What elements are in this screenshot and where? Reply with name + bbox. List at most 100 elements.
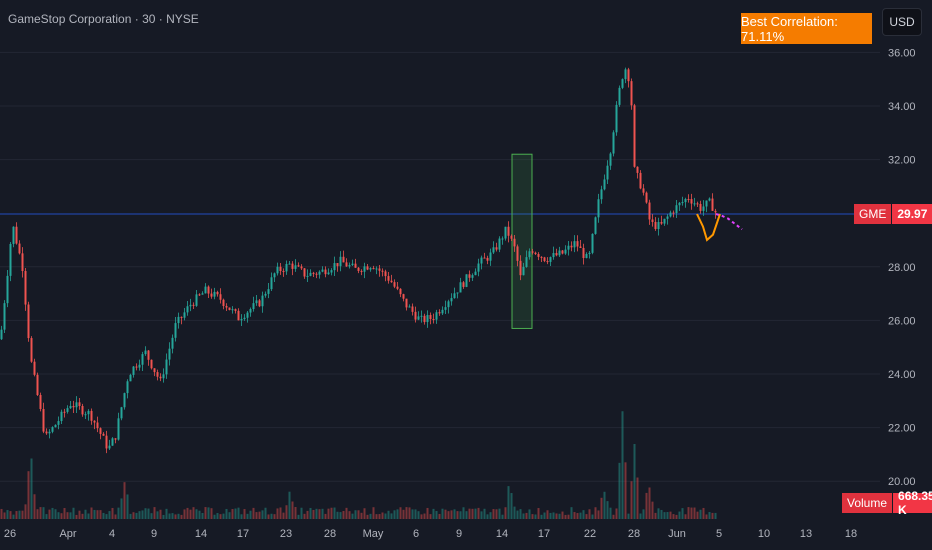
volume-bar xyxy=(303,513,306,519)
candle-body xyxy=(63,411,66,413)
x-tick-label: 26 xyxy=(4,528,16,540)
volume-bar xyxy=(153,507,156,519)
candle-body xyxy=(288,263,291,265)
candle-body xyxy=(57,421,60,425)
candle-body xyxy=(117,418,120,440)
volume-bar xyxy=(411,509,414,519)
volume-bar xyxy=(60,513,63,519)
volume-bar xyxy=(312,509,315,519)
x-tick-label: 10 xyxy=(758,528,770,540)
candle-body xyxy=(273,273,276,278)
volume-bar xyxy=(534,514,537,519)
x-tick-label: Apr xyxy=(59,528,76,540)
candle-body xyxy=(33,361,36,375)
volume-bar xyxy=(666,512,669,519)
candle-body xyxy=(186,306,189,313)
candle-body xyxy=(699,203,702,211)
candle-body xyxy=(387,276,390,281)
candle-body xyxy=(366,266,369,270)
volume-bar xyxy=(315,508,318,519)
volume-bar xyxy=(240,514,243,519)
candle-body xyxy=(24,271,27,305)
volume-bar xyxy=(333,507,336,519)
volume-bar xyxy=(231,509,234,519)
volume-bar xyxy=(363,508,366,519)
candle-body xyxy=(612,132,615,154)
currency-button[interactable]: USD xyxy=(882,8,922,36)
candle-body xyxy=(687,198,690,200)
volume-bar xyxy=(576,513,579,519)
volume-bar xyxy=(72,507,75,519)
candle-body xyxy=(363,266,366,272)
volume-bar xyxy=(612,514,615,519)
volume-bar xyxy=(117,507,120,519)
candle-body xyxy=(609,153,612,166)
volume-bar xyxy=(249,510,252,519)
candle-body xyxy=(561,250,564,254)
candle-body xyxy=(462,282,465,287)
volume-bar xyxy=(54,509,57,519)
volume-bar xyxy=(441,508,444,519)
volume-bar xyxy=(570,507,573,519)
volume-bar xyxy=(135,512,138,519)
candle-body xyxy=(645,192,648,203)
candle-body xyxy=(624,69,627,80)
candle-body xyxy=(654,221,657,230)
volume-bar xyxy=(519,509,522,519)
volume-bar xyxy=(159,509,162,519)
volume-bar xyxy=(144,508,147,519)
candle-body xyxy=(174,323,177,338)
volume-bar xyxy=(552,512,555,519)
last-price-value: 29.97 xyxy=(892,204,932,224)
volume-bar xyxy=(564,514,567,519)
candle-body xyxy=(126,381,129,394)
x-tick-label: 28 xyxy=(324,528,336,540)
candle-body xyxy=(318,271,321,275)
candle-body xyxy=(483,257,486,259)
volume-bar xyxy=(432,508,435,519)
candle-body xyxy=(588,252,591,255)
candle-body xyxy=(42,408,45,432)
candle-body xyxy=(549,257,552,262)
volume-bar xyxy=(300,507,303,519)
volume-bar xyxy=(297,514,300,519)
volume-bar xyxy=(93,509,96,519)
volume-bar xyxy=(330,507,333,519)
candle-body xyxy=(267,289,270,294)
candle-body xyxy=(291,263,294,269)
y-tick-label: 36.00 xyxy=(888,47,916,59)
correlation-badge: Best Correlation: 71.11% xyxy=(741,13,872,44)
volume-bar xyxy=(582,510,585,519)
volume-bar xyxy=(630,481,633,519)
candle-body xyxy=(276,266,279,274)
volume-bar xyxy=(309,507,312,519)
volume-bar xyxy=(285,505,288,519)
candle-body xyxy=(579,246,582,248)
volume-bar xyxy=(402,509,405,519)
volume-bar xyxy=(168,513,171,519)
volume-bar xyxy=(282,512,285,519)
volume-bar xyxy=(636,477,639,519)
volume-bar xyxy=(357,510,360,519)
volume-bar xyxy=(108,511,111,519)
candle-body xyxy=(429,315,432,319)
candle-body xyxy=(306,275,309,277)
volume-bar xyxy=(198,510,201,519)
candle-body xyxy=(456,292,459,294)
volume-bar xyxy=(210,508,213,519)
volume-bar xyxy=(657,508,660,519)
volume-bar xyxy=(573,512,576,519)
volume-bar xyxy=(444,509,447,519)
candle-body xyxy=(459,282,462,293)
volume-bar xyxy=(264,507,267,519)
volume-bar xyxy=(225,508,228,519)
candle-body xyxy=(636,166,639,173)
volume-bar xyxy=(258,511,261,519)
volume-bar xyxy=(465,511,468,519)
candle-body xyxy=(177,316,180,324)
volume-bar xyxy=(708,512,711,519)
candle-body xyxy=(690,199,693,204)
candle-body xyxy=(261,295,264,307)
